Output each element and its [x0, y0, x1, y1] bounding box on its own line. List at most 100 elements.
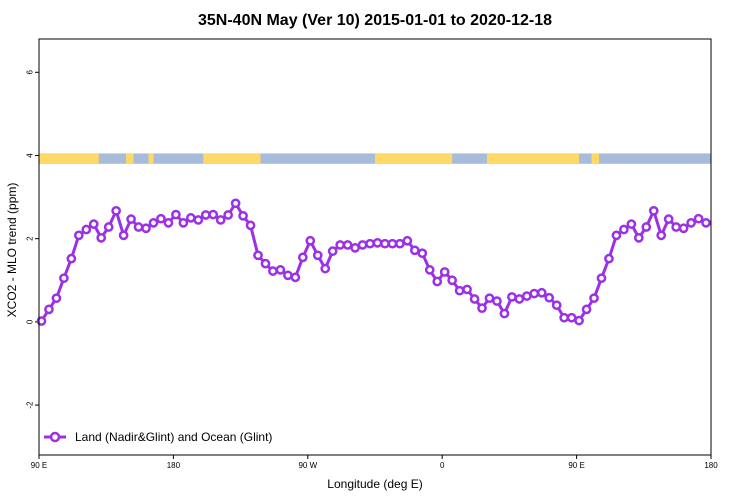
data-point	[44, 304, 54, 315]
data-point	[253, 250, 263, 261]
data-point	[671, 222, 682, 232]
data-point	[96, 232, 107, 243]
data-point	[663, 214, 674, 224]
data-point	[492, 296, 502, 306]
land-ocean-strip	[39, 153, 711, 164]
y-tick-label: 2	[26, 236, 35, 241]
y-axis-label: XCO2 - MLO trend (ppm)	[5, 183, 19, 318]
land-segment	[375, 153, 453, 164]
data-point	[335, 240, 346, 250]
chart-title: 35N-40N May (Ver 10) 2015-01-01 to 2020-…	[198, 12, 552, 29]
data-point	[126, 214, 136, 224]
data-point	[656, 230, 667, 241]
data-point	[141, 223, 151, 234]
data-point	[462, 284, 472, 295]
data-point	[260, 258, 271, 269]
x-tick-label: 180	[167, 461, 181, 470]
x-tick-label: 90 E	[568, 461, 584, 470]
data-point	[148, 218, 159, 228]
land-segment	[126, 153, 134, 164]
data-point	[73, 230, 84, 241]
data-point	[619, 224, 629, 235]
data-point	[611, 230, 622, 241]
data-point	[566, 312, 577, 323]
data-point	[402, 235, 413, 246]
data-point	[477, 303, 487, 314]
data-point	[185, 213, 196, 223]
data-point	[88, 219, 99, 229]
series-layer	[36, 198, 711, 326]
data-point	[320, 263, 331, 274]
data-point	[380, 238, 390, 249]
data-point	[521, 291, 532, 301]
data-point	[395, 238, 405, 249]
y-tick-label: -2	[26, 401, 35, 409]
data-point	[290, 272, 301, 283]
data-point	[409, 245, 420, 256]
data-point	[81, 224, 92, 235]
data-point	[551, 300, 562, 311]
x-tick-label: 0	[440, 461, 445, 470]
data-point	[686, 218, 696, 228]
data-point	[529, 288, 540, 299]
data-point	[574, 315, 584, 326]
data-point	[604, 253, 614, 264]
data-point	[59, 273, 69, 284]
x-axis-label: Longitude (deg E)	[327, 477, 422, 491]
data-point	[66, 253, 77, 264]
data-point	[596, 273, 607, 284]
data-point	[111, 205, 122, 216]
data-point	[118, 230, 129, 241]
data-point	[365, 238, 375, 249]
data-point	[544, 292, 555, 303]
data-point	[215, 215, 226, 225]
data-point	[372, 237, 383, 248]
data-point	[424, 265, 435, 275]
data-point	[200, 210, 211, 220]
plot-frame	[38, 38, 712, 456]
land-segment	[591, 153, 599, 164]
axis-ticks: 90 E 180 90 W 0 90 E 180 -2 0 2 4 6	[26, 70, 719, 470]
data-point	[156, 213, 166, 224]
land-segment	[148, 153, 154, 164]
data-point	[387, 238, 398, 249]
data-point	[297, 252, 308, 263]
data-point	[283, 270, 293, 281]
data-point	[230, 198, 241, 209]
data-point	[484, 293, 495, 304]
data-point	[350, 242, 360, 253]
legend-marker	[49, 431, 61, 443]
data-point	[305, 235, 316, 246]
data-point	[133, 222, 144, 232]
land-segment	[203, 153, 261, 164]
land-segment	[39, 153, 99, 164]
land-segment	[487, 153, 580, 164]
data-point	[536, 287, 547, 298]
data-point	[626, 219, 637, 229]
data-point	[507, 292, 517, 302]
y-tick-label: 0	[26, 319, 35, 324]
data-point	[648, 205, 659, 216]
data-point	[559, 312, 570, 323]
data-point	[36, 316, 47, 326]
data-point	[514, 294, 525, 304]
data-point	[447, 275, 458, 286]
data-point	[589, 293, 599, 304]
data-point	[208, 209, 219, 220]
data-point	[678, 223, 689, 234]
data-point	[342, 240, 353, 250]
data-point	[163, 218, 174, 228]
y-tick-label: 6	[26, 70, 35, 75]
data-point	[641, 222, 652, 232]
data-point	[223, 210, 234, 220]
legend: Land (Nadir&Glint) and Ocean (Glint)	[44, 430, 272, 444]
data-point	[245, 220, 256, 231]
data-point	[454, 285, 465, 296]
data-point	[327, 246, 338, 257]
y-tick-label: 4	[26, 153, 35, 158]
data-point	[693, 213, 704, 224]
x-tick-label: 180	[704, 461, 718, 470]
data-point	[701, 218, 711, 228]
data-point	[103, 222, 114, 232]
